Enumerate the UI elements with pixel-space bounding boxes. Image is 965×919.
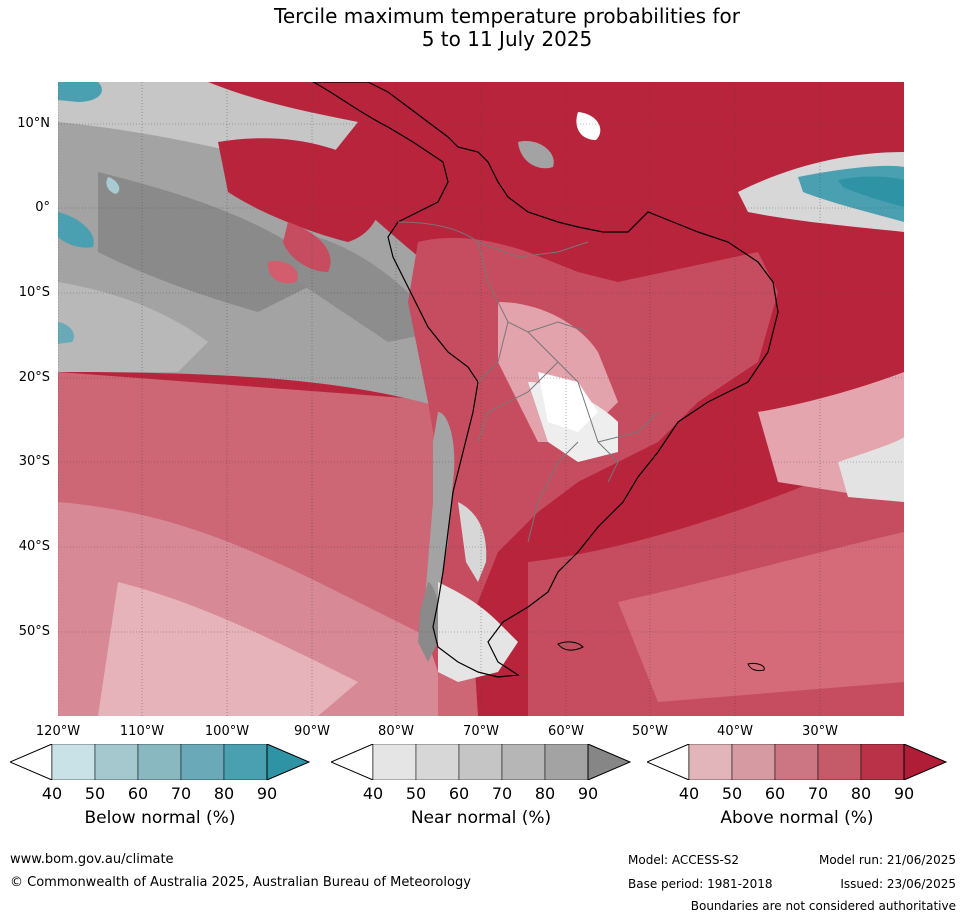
near-tick-70: 70 — [491, 784, 513, 803]
footer-disclaimer: Boundaries are not considered authoritat… — [690, 899, 956, 913]
below-tick-60: 60 — [127, 784, 149, 803]
below-extend-low — [10, 744, 53, 780]
near-tick-80: 80 — [534, 784, 556, 803]
colorbar-title-above: Above normal (%) — [720, 808, 874, 828]
above-tick-70: 70 — [807, 784, 829, 803]
lon-label-100w: 100°W — [204, 724, 250, 739]
colorbar-below-normal — [10, 744, 310, 780]
lon-label-110w: 110°W — [119, 724, 165, 739]
below-tick-50: 50 — [84, 784, 106, 803]
footer-issued: Issued: 23/06/2025 — [840, 877, 956, 891]
lon-label-70w: 70°W — [463, 724, 499, 739]
above-tick-40: 40 — [678, 784, 700, 803]
chart-title: Tercile maximum temperature probabilitie… — [0, 5, 965, 51]
above-tick-60: 60 — [764, 784, 786, 803]
below-tick-80: 80 — [213, 784, 235, 803]
lon-label-30w: 30°W — [802, 724, 838, 739]
below-extend-high — [266, 744, 310, 780]
lon-label-60w: 60°W — [548, 724, 584, 739]
colorbar-title-near: Near normal (%) — [410, 808, 552, 828]
lon-label-120w: 120°W — [35, 724, 81, 739]
lat-label-40s: 40°S — [18, 539, 50, 554]
near-tick-90: 90 — [577, 784, 599, 803]
colorbar-title-below: Below normal (%) — [84, 808, 236, 828]
lat-label-30s: 30°S — [18, 454, 50, 469]
near-tick-40: 40 — [362, 784, 384, 803]
lon-label-90w: 90°W — [294, 724, 330, 739]
below-tick-70: 70 — [170, 784, 192, 803]
footer-model-run: Model run: 21/06/2025 — [818, 853, 956, 867]
lat-label-50s: 50°S — [18, 624, 50, 639]
title-line-2: 5 to 11 July 2025 — [421, 27, 593, 51]
footer-model: Model: ACCESS-S2 — [628, 853, 740, 867]
lat-label-20s: 20°S — [18, 370, 50, 385]
lat-label-10n: 10°N — [17, 116, 50, 131]
near-tick-50: 50 — [405, 784, 427, 803]
footer-site-link[interactable]: www.bom.gov.au/climate — [10, 852, 174, 867]
footer-base-period: Base period: 1981-2018 — [628, 877, 773, 891]
below-tick-90: 90 — [256, 784, 278, 803]
lat-label-10s: 10°S — [18, 285, 50, 300]
lon-label-80w: 80°W — [378, 724, 414, 739]
lon-label-50w: 50°W — [632, 724, 668, 739]
above-tick-80: 80 — [850, 784, 872, 803]
colorbar-above-normal — [647, 744, 947, 780]
near-tick-60: 60 — [448, 784, 470, 803]
lat-label-0: 0° — [35, 200, 50, 215]
title-line-1: Tercile maximum temperature probabilitie… — [274, 4, 740, 28]
above-tick-50: 50 — [721, 784, 743, 803]
forecast-map — [58, 82, 904, 716]
map-fields — [58, 82, 904, 716]
footer-copyright: © Commonwealth of Australia 2025, Austra… — [10, 875, 471, 890]
lon-label-40w: 40°W — [717, 724, 753, 739]
colorbar-near-normal — [331, 744, 631, 780]
below-tick-40: 40 — [41, 784, 63, 803]
above-tick-90: 90 — [893, 784, 915, 803]
